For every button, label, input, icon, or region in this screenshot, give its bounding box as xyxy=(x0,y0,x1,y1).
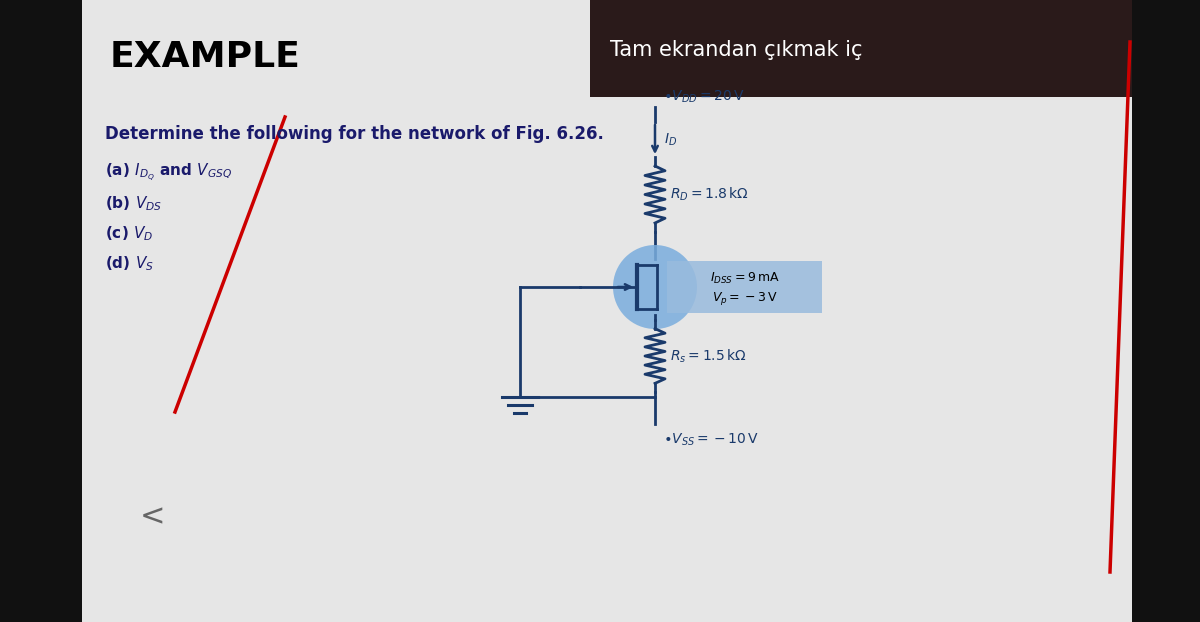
Text: $\bullet V_{SS}=-10\,\mathrm{V}$: $\bullet V_{SS}=-10\,\mathrm{V}$ xyxy=(662,432,760,448)
Text: (a) $I_{D_Q}$ and $V_{GSQ}$: (a) $I_{D_Q}$ and $V_{GSQ}$ xyxy=(106,161,232,183)
Text: Determine the following for the network of Fig. 6.26.: Determine the following for the network … xyxy=(106,125,604,143)
Text: $R_D=1.8\,\mathrm{k\Omega}$: $R_D=1.8\,\mathrm{k\Omega}$ xyxy=(670,186,749,203)
Circle shape xyxy=(613,245,697,329)
Text: $I_D$: $I_D$ xyxy=(664,131,677,147)
Text: (c) $V_D$: (c) $V_D$ xyxy=(106,225,154,243)
Bar xyxy=(82,0,1132,622)
Text: (d) $V_S$: (d) $V_S$ xyxy=(106,254,154,273)
Text: $I_{DSS}=9\,\mathrm{mA}$: $I_{DSS}=9\,\mathrm{mA}$ xyxy=(709,271,780,285)
Text: <: < xyxy=(140,503,166,532)
Text: EXAMPLE: EXAMPLE xyxy=(110,40,301,74)
Bar xyxy=(667,261,822,313)
Text: $V_p=-3\,\mathrm{V}$: $V_p=-3\,\mathrm{V}$ xyxy=(712,290,778,307)
Text: (b) $V_{DS}$: (b) $V_{DS}$ xyxy=(106,195,162,213)
Bar xyxy=(0,0,82,622)
Text: $\bullet V_{DD}=20\,\mathrm{V}$: $\bullet V_{DD}=20\,\mathrm{V}$ xyxy=(662,88,745,105)
Bar xyxy=(590,0,1132,97)
Bar xyxy=(1132,0,1200,622)
Text: $R_s=1.5\,\mathrm{k\Omega}$: $R_s=1.5\,\mathrm{k\Omega}$ xyxy=(670,347,746,364)
Text: Tam ekrandan çıkmak iç: Tam ekrandan çıkmak iç xyxy=(610,40,863,60)
